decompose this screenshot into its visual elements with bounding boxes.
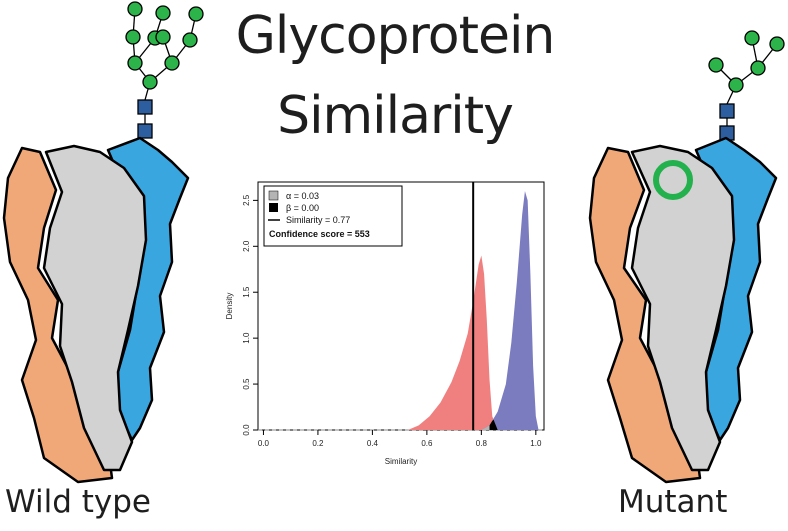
- wild-type-glycan-tree: [125, 1, 204, 139]
- title-line-1: Glycoprotein: [235, 6, 556, 66]
- mannose-circle: [127, 1, 143, 17]
- mannose-circle: [155, 5, 171, 21]
- mannose-circle: [750, 60, 766, 76]
- legend-item-label: β = 0.00: [286, 203, 319, 213]
- x-tick-label: 0.2: [312, 439, 324, 448]
- glcnac-square: [719, 103, 735, 119]
- mannose-circle: [769, 36, 785, 52]
- mannose-circle: [155, 29, 171, 45]
- mannose-circle: [728, 77, 744, 93]
- y-tick-label: 0.0: [242, 424, 251, 436]
- beta-region: [489, 419, 498, 430]
- legend-item-label: Similarity = 0.77: [286, 215, 350, 225]
- mutation-site-ring: [653, 160, 693, 200]
- legend-item-label: α = 0.03: [286, 191, 319, 201]
- mannose-circle: [125, 29, 141, 45]
- mannose-circle: [188, 6, 204, 22]
- legend-swatch-alpha: [268, 190, 279, 201]
- mannose-circle: [164, 55, 180, 71]
- wild-type-orange-domain: [2, 146, 114, 484]
- x-tick-label: 0.6: [421, 439, 433, 448]
- confidence-score: Confidence score = 553: [269, 229, 370, 239]
- density-series-1: [407, 255, 498, 430]
- wild-type-label: Wild type: [5, 484, 151, 520]
- title-line-2: Similarity: [277, 86, 514, 146]
- y-tick-label: 0.5: [242, 378, 251, 390]
- x-tick-label: 0.8: [476, 439, 488, 448]
- x-tick-label: 0.4: [367, 439, 379, 448]
- legend-box: [263, 185, 403, 247]
- legend-swatch-beta: [269, 203, 278, 212]
- density-series-2: [481, 191, 539, 430]
- x-axis-label: Similarity: [385, 457, 417, 466]
- mannose-circle: [142, 74, 158, 90]
- y-tick-label: 1.5: [242, 286, 251, 298]
- mutant-glycan-tree: [708, 30, 785, 141]
- mutant-orange-domain: [588, 146, 702, 484]
- x-tick-label: 1.0: [530, 439, 542, 448]
- mannose-circle: [182, 32, 198, 48]
- x-tick-label: 0.0: [258, 439, 270, 448]
- mutant-gray-domain: [630, 144, 736, 472]
- y-tick-label: 2.0: [242, 240, 251, 252]
- glcnac-square: [137, 123, 153, 139]
- mutant-label: Mutant: [618, 484, 728, 520]
- mannose-circle: [744, 30, 760, 46]
- mannose-circle: [127, 55, 143, 71]
- mannose-circle: [708, 57, 724, 73]
- y-axis-label: Density: [225, 293, 234, 320]
- wild-type-gray-domain: [42, 144, 148, 472]
- y-tick-label: 2.5: [242, 194, 251, 206]
- glcnac-square: [137, 99, 153, 115]
- y-tick-label: 1.0: [242, 332, 251, 344]
